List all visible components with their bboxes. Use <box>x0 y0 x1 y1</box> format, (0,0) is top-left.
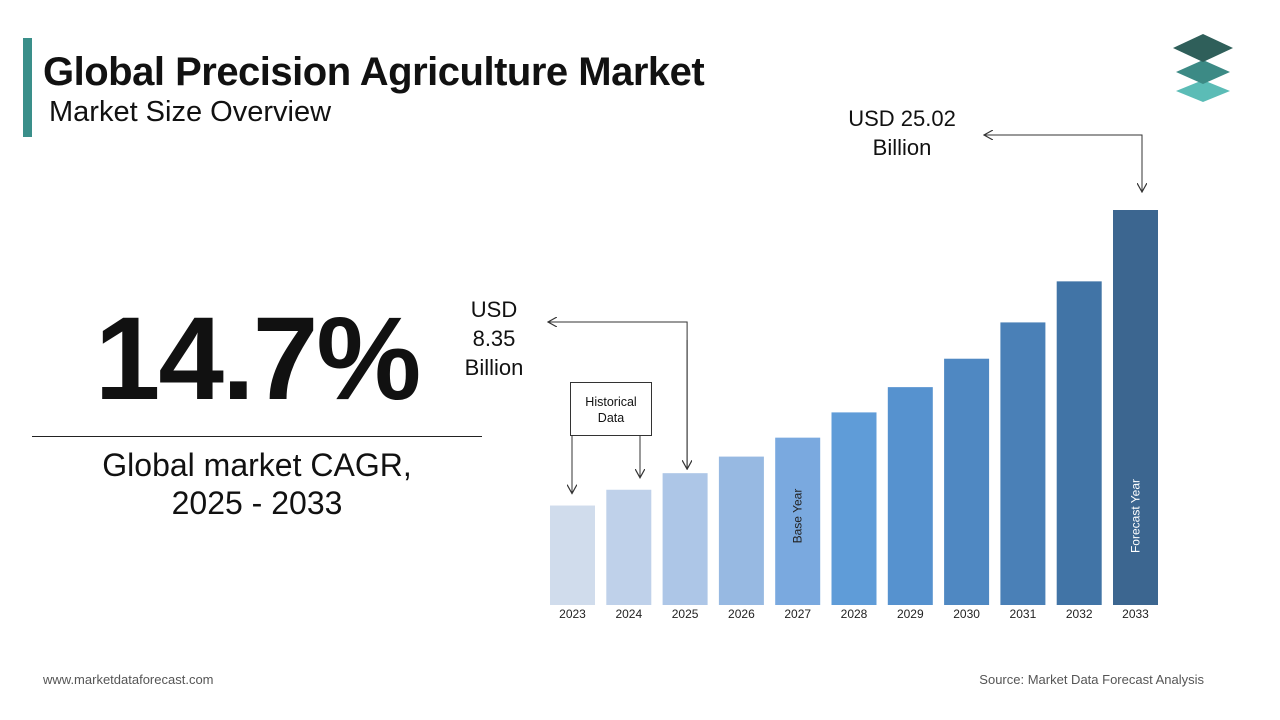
start-value-line2: 8.35 <box>472 326 516 351</box>
cagr-value: 14.7% <box>94 293 422 425</box>
end-value-line1: USD 25.02 <box>848 106 956 131</box>
x-tick-label-2032: 2032 <box>1066 607 1093 621</box>
bar-2031 <box>1000 322 1046 605</box>
end-value-callout: USD 25.02 Billion <box>832 104 972 162</box>
title-accent-bar <box>23 38 32 137</box>
historical-line1: Historical <box>585 395 637 409</box>
bar-2030 <box>944 358 990 605</box>
footer-website[interactable]: www.marketdataforecast.com <box>43 672 214 687</box>
bar-2025 <box>662 473 708 605</box>
end-value-line2: Billion <box>872 135 932 160</box>
x-tick-label-2028: 2028 <box>841 607 868 621</box>
start-value-line3: Billion <box>464 355 524 380</box>
bar-annotation-2027: Base Year <box>791 489 805 544</box>
x-tick-label-2031: 2031 <box>1010 607 1037 621</box>
x-tick-label-2029: 2029 <box>897 607 924 621</box>
page-title: Global Precision Agriculture Market <box>43 50 705 94</box>
bar-2029 <box>887 387 933 605</box>
cagr-divider <box>32 436 482 437</box>
historical-line2: Data <box>597 411 625 425</box>
stacked-layers-logo-icon <box>1173 34 1233 102</box>
cagr-label: Global market CAGR, 2025 - 2033 <box>32 446 482 522</box>
bar-2027 <box>775 437 821 605</box>
cagr-label-line1: Global market CAGR, <box>102 447 412 483</box>
x-tick-label-2033: 2033 <box>1122 607 1149 621</box>
page-subtitle: Market Size Overview <box>49 96 332 128</box>
bar-2024 <box>606 489 652 605</box>
bar-2032 <box>1056 281 1102 605</box>
bar-2028 <box>831 412 877 605</box>
x-tick-label-2030: 2030 <box>953 607 980 621</box>
historical-data-box: Historical Data <box>570 382 652 436</box>
x-tick-label-2025: 2025 <box>672 607 699 621</box>
bar-2026 <box>718 456 764 605</box>
cagr-label-line2: 2025 - 2033 <box>171 485 343 521</box>
x-tick-label-2024: 2024 <box>615 607 642 621</box>
end-value-connector <box>984 135 1143 150</box>
bar-2033 <box>1113 210 1158 605</box>
start-value-callout: USD 8.35 Billion <box>452 295 536 382</box>
bar-annotation-2033: Forecast Year <box>1129 479 1143 553</box>
x-tick-label-2027: 2027 <box>784 607 811 621</box>
x-tick-label-2023: 2023 <box>559 607 586 621</box>
start-value-line1: USD <box>470 297 518 322</box>
bar-2023 <box>550 505 595 605</box>
x-tick-label-2026: 2026 <box>728 607 755 621</box>
footer-source: Source: Market Data Forecast Analysis <box>979 672 1204 687</box>
